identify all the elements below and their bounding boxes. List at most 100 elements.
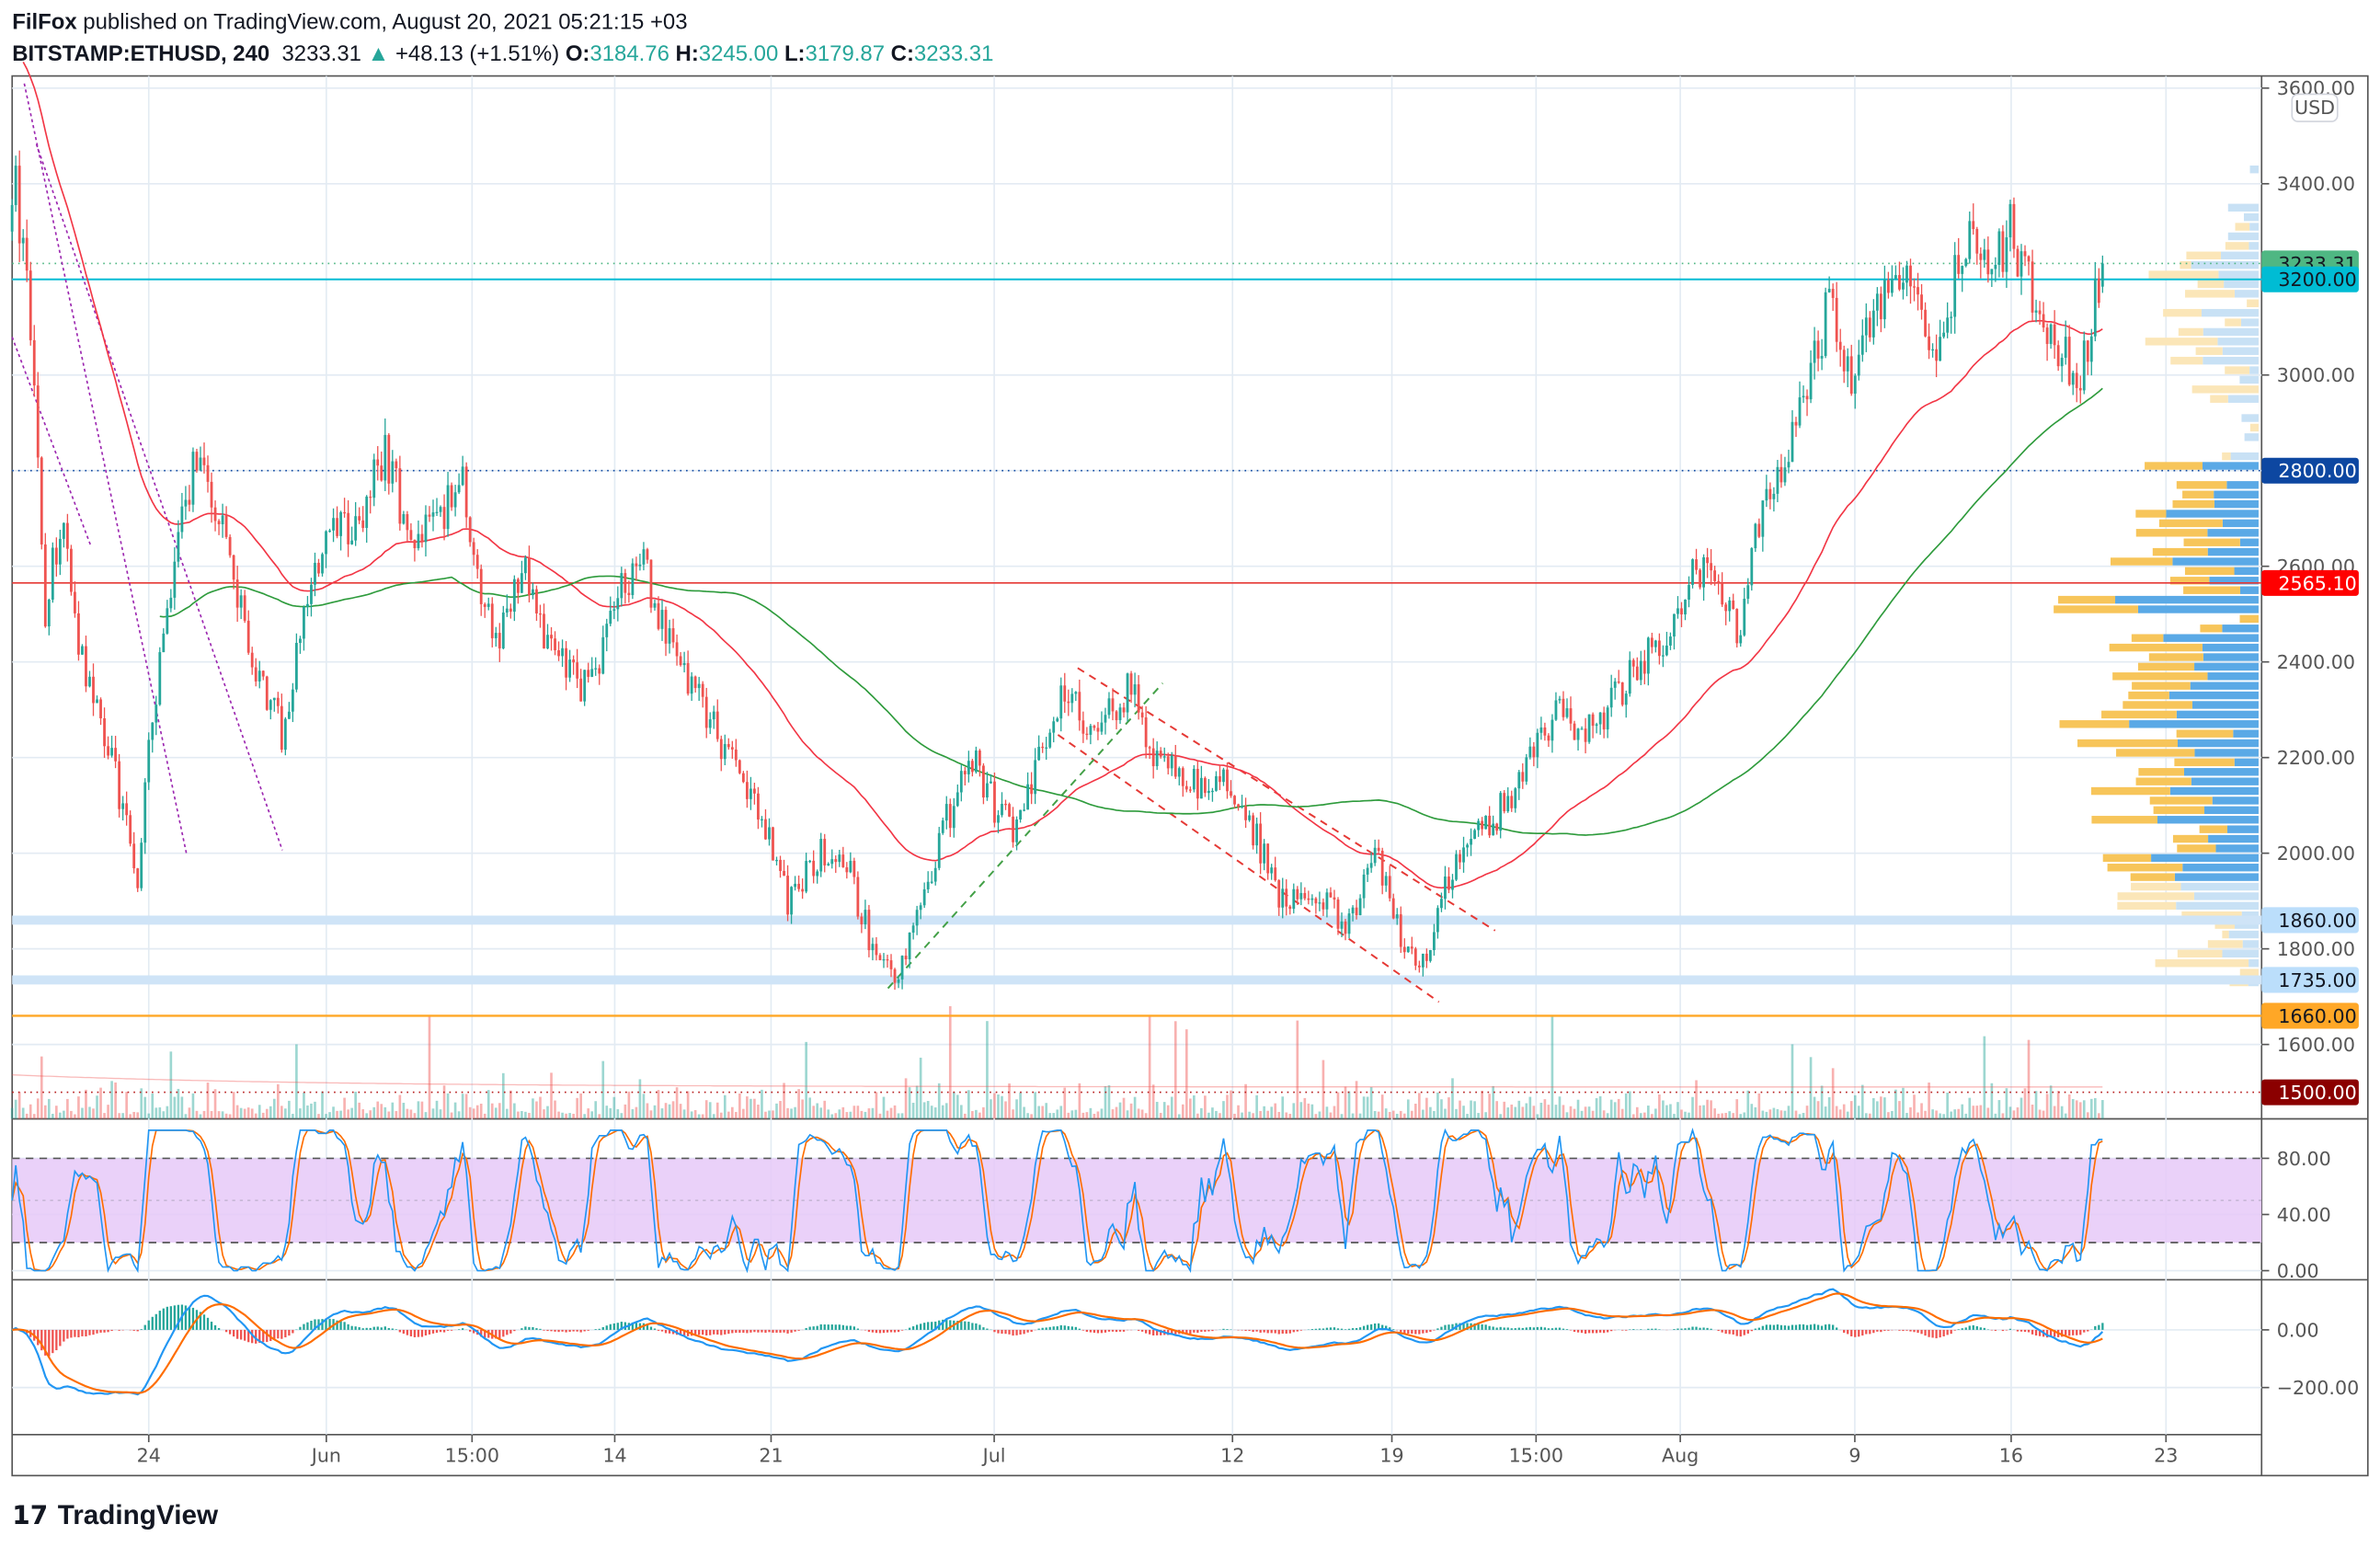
macd-histogram-bar: [10, 1329, 14, 1331]
candle: [1462, 847, 1465, 863]
volume-bar: [982, 1106, 985, 1119]
volume-bar: [177, 1088, 180, 1119]
volume-profile-down-bar: [2180, 260, 2191, 269]
channel-upper-line[interactable]: [1077, 667, 1496, 932]
macd-histogram-bar: [1757, 1327, 1760, 1330]
volume-bar: [926, 1101, 930, 1119]
macd-histogram-bar: [1979, 1327, 1982, 1330]
macd-histogram-bar: [849, 1325, 852, 1330]
candle: [29, 270, 32, 340]
macd-histogram-bar: [731, 1329, 734, 1334]
macd-histogram-bar: [1576, 1329, 1580, 1333]
currency-button[interactable]: [2291, 93, 2339, 122]
candle: [594, 668, 598, 670]
candle: [110, 748, 113, 756]
volume-bar: [506, 1108, 509, 1119]
candle: [261, 670, 265, 677]
tradingview-logo[interactable]: 𝟭𝟳 TradingView: [12, 1500, 219, 1530]
candle: [1528, 746, 1532, 758]
candle: [65, 522, 69, 549]
candle: [1639, 660, 1642, 681]
macd-histogram-bar: [561, 1329, 564, 1332]
candle: [1219, 775, 1221, 783]
channel-lower-line[interactable]: [1057, 734, 1440, 1003]
candle: [280, 705, 283, 751]
candle: [1111, 698, 1115, 712]
volume-bar: [461, 1094, 464, 1119]
volume-bar: [1107, 1084, 1111, 1119]
candle: [58, 538, 62, 565]
macd-histogram-bar: [601, 1326, 604, 1330]
candle: [1942, 332, 1946, 338]
volume-bar: [1868, 1113, 1871, 1119]
candle: [1569, 708, 1573, 724]
candle: [1706, 556, 1710, 564]
volume-bar: [2038, 1109, 2042, 1119]
volume-bar: [930, 1106, 933, 1119]
volume-bar: [1872, 1098, 1875, 1119]
volume-bar: [1669, 1104, 1672, 1119]
time-tick-label: Jul: [981, 1445, 1006, 1467]
macd-histogram-bar: [235, 1329, 239, 1339]
candle: [764, 819, 767, 840]
candle: [1270, 867, 1274, 874]
macd-histogram-bar: [893, 1329, 897, 1333]
volume-bar: [1074, 1109, 1078, 1119]
macd-histogram-bar: [871, 1329, 875, 1333]
volume-bar: [85, 1089, 87, 1119]
time-axis[interactable]: 24 Jun 15:00 14 21 Jul 12 19 15:00 Aug 9 16 23: [137, 1434, 2179, 1467]
macd-histogram-bar: [199, 1312, 202, 1330]
volume-bar: [509, 1090, 512, 1119]
macd-histogram-bar: [1676, 1328, 1679, 1330]
trendline-purple-1[interactable]: [23, 83, 188, 855]
volume-bar: [915, 1085, 919, 1119]
volume-bar: [32, 1114, 36, 1119]
trendline-purple-2[interactable]: [35, 143, 283, 851]
volume-bar: [1008, 1083, 1011, 1119]
candle: [1849, 356, 1853, 395]
macd-histogram-bar: [1702, 1327, 1705, 1330]
macd-histogram-bar: [502, 1329, 505, 1337]
trendline-purple-3[interactable]: [11, 337, 92, 547]
macd-histogram-bar: [753, 1329, 756, 1333]
candle: [1831, 289, 1835, 298]
price-axis[interactable]: 3600.003400.003000.002600.002400.002200.…: [2261, 77, 2355, 1056]
candle: [646, 549, 649, 560]
volume-bar: [1783, 1110, 1787, 1119]
candle: [1642, 660, 1646, 674]
volume-bar: [2023, 1088, 2027, 1119]
volume-bar: [620, 1113, 624, 1119]
volume-profile-up-bar: [2242, 940, 2259, 948]
candle: [235, 579, 239, 608]
volume-bar: [224, 1113, 228, 1119]
symbol-name[interactable]: BITSTAMP:ETHUSD, 240: [12, 41, 269, 66]
volume-bar: [1602, 1110, 1606, 1119]
volume-bar: [1503, 1101, 1506, 1119]
macd-histogram-bar: [1255, 1329, 1258, 1332]
volume-bar: [2045, 1094, 2049, 1119]
volume-ma-line: [12, 1073, 2103, 1088]
macd-histogram-bar: [1743, 1329, 1745, 1335]
candle: [1635, 666, 1639, 681]
macd-histogram-bar: [1137, 1329, 1140, 1331]
macd-histogram-bar: [1200, 1329, 1203, 1333]
volume-bar: [1111, 1109, 1115, 1119]
publisher-name[interactable]: FilFox: [12, 9, 77, 34]
volume-bar: [29, 1104, 32, 1119]
macd-histogram-bar: [808, 1326, 811, 1330]
candle: [328, 530, 331, 533]
candle: [1230, 791, 1232, 796]
macd-histogram-bar: [473, 1329, 475, 1334]
candle: [1129, 673, 1133, 695]
drawings[interactable]: [11, 83, 1496, 1003]
candle: [1001, 803, 1003, 816]
macd-histogram-bar: [982, 1327, 985, 1330]
candle: [1935, 349, 1939, 361]
candle: [2056, 345, 2060, 367]
candle: [1961, 266, 1964, 274]
macd-histogram-bar: [1787, 1325, 1791, 1330]
candle: [1215, 775, 1218, 791]
macd-histogram-bar: [631, 1322, 635, 1330]
trendline-green[interactable]: [887, 682, 1164, 990]
